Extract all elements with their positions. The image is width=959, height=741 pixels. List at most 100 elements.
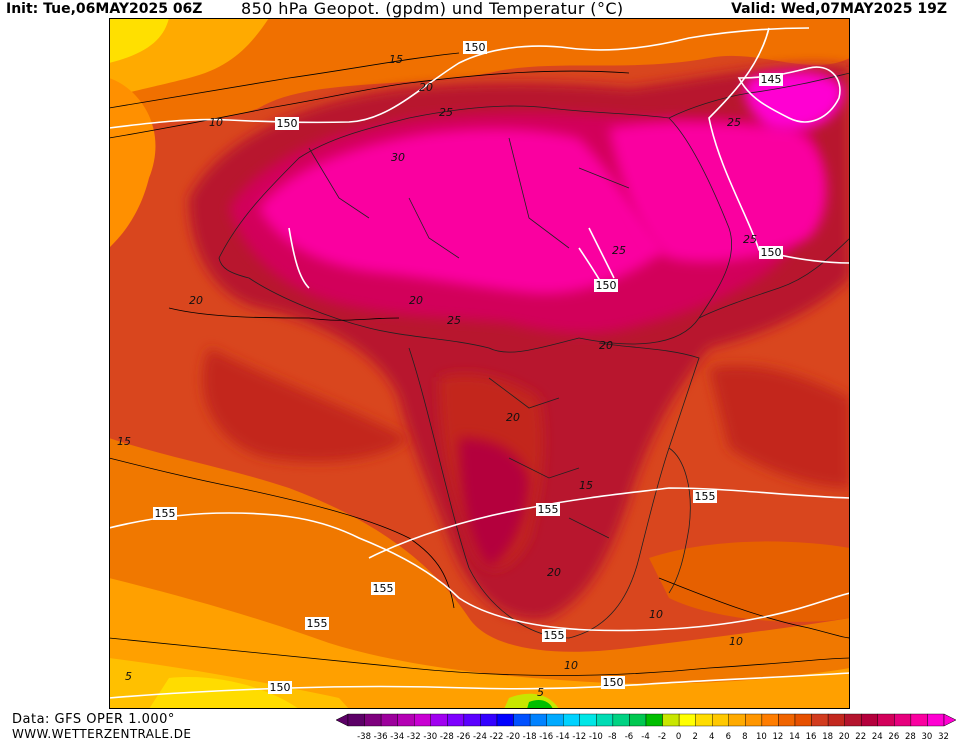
scale-tick-label: 2 [692,732,697,741]
temperature-label: 10 [209,116,223,129]
geopotential-label: 150 [603,676,624,689]
scale-swatch [877,713,895,727]
scale-tick-label: 6 [726,732,731,741]
scale-tick-label: 12 [773,732,784,741]
temperature-label: 20 [409,294,423,307]
scale-tick-label: -2 [658,732,666,741]
scale-swatch [629,713,647,727]
scale-swatch [612,713,630,727]
scale-tick-label: -26 [456,732,470,741]
scale-tick-label: -12 [572,732,586,741]
temperature-label: 20 [547,566,561,579]
temperature-label: 20 [189,294,203,307]
scale-swatch [430,713,448,727]
geopotential-label: 155 [695,490,716,503]
scale-swatch [695,713,713,727]
scale-tick-label: -16 [539,732,553,741]
scale-tick-label: 8 [742,732,747,741]
scale-swatch [678,713,696,727]
scale-swatch [463,713,481,727]
scale-tick-label: -32 [407,732,421,741]
scale-tick-label: 16 [806,732,817,741]
geopotential-label: 150 [596,279,617,292]
scale-tick-label: -34 [390,732,404,741]
scale-tick-label: -20 [506,732,520,741]
scale-swatch [513,713,531,727]
coastlines [218,72,850,639]
temperature-label: 15 [579,479,593,492]
scale-swatch [347,713,365,727]
scale-tick-label: 10 [756,732,767,741]
scale-swatch [563,713,580,727]
scale-swatch [579,713,597,727]
scale-swatch [778,713,796,727]
temperature-label: 25 [743,233,757,246]
temperature-field [109,18,850,709]
scale-tick-label: 18 [822,732,833,741]
scale-swatch [827,713,845,727]
temperature-label: 15 [389,53,403,66]
temperature-label: 10 [564,659,578,672]
scale-swatch [397,713,415,727]
scale-tick-label: -4 [641,732,649,741]
scale-tick-label: 32 [938,732,949,741]
geopotential-label: 155 [373,582,394,595]
temperature-label: 5 [125,670,132,683]
scale-swatch [662,713,680,727]
scale-tick-label: 24 [872,732,883,741]
geopotential-label: 155 [155,507,176,520]
temperature-label: 10 [729,635,743,648]
map-title: 850 hPa Geopot. (gpdm) und Temperatur (°… [241,0,624,18]
scale-swatch [529,713,547,727]
scale-tick-label: 4 [709,732,714,741]
geopotential-label: 150 [761,246,782,259]
temperature-label: 5 [537,686,544,699]
scale-tick-label: 28 [905,732,916,741]
scale-swatch [712,713,729,727]
scale-tick-label: 14 [789,732,800,741]
scale-tick-label: -36 [374,732,388,741]
scale-swatch [794,713,812,727]
scale-swatch [910,713,928,727]
scale-tick-label: -28 [440,732,454,741]
scale-swatch [811,713,829,727]
temperature-label: 25 [727,116,741,129]
scale-swatch [861,713,878,727]
geopotential-label: 155 [538,503,559,516]
data-source-label: Data: GFS OPER 1.000° [12,712,175,727]
geopotential-label: 155 [307,617,328,630]
temperature-label: 25 [447,314,461,327]
temperature-contours [109,52,850,676]
geopotential-label: 150 [270,681,291,694]
temperature-label: 20 [419,81,433,94]
temperature-labels: 15 10 20 25 30 25 20 20 25 20 15 20 20 1… [117,53,757,699]
geopotential-label: 155 [544,629,565,642]
scale-tick-label: -22 [490,732,504,741]
scale-tick-label: -14 [556,732,570,741]
geopotential-labels: 150 150 145 150 150 155 155 155 155 155 … [153,41,783,694]
scale-swatch [447,713,465,727]
valid-time-label: Valid: Wed,07MAY2025 19Z [731,1,947,17]
scale-tick-label: -24 [473,732,487,741]
scale-tick-label: 22 [855,732,866,741]
scale-swatch [645,713,663,727]
scale-swatch [364,713,382,727]
scale-swatch [546,713,564,727]
scale-swatch [480,713,498,727]
temperature-label: 20 [599,339,613,352]
scale-arrow-high [943,713,957,727]
scale-tick-label: -30 [423,732,437,741]
temperature-label: 25 [612,244,626,257]
map-frame [109,18,850,709]
scale-swatch [380,713,398,727]
geopotential-label: 150 [465,41,486,54]
scale-tick-label: -10 [589,732,603,741]
scale-swatch [894,713,912,727]
geopotential-label: 150 [277,117,298,130]
temperature-label: 25 [439,106,453,119]
scale-tick-label: -38 [357,732,371,741]
website-label: WWW.WETTERZENTRALE.DE [12,727,192,741]
geopotential-label: 145 [761,73,782,86]
scale-tick-label: 26 [888,732,899,741]
weather-map: 150 150 145 150 150 155 155 155 155 155 … [109,18,850,709]
